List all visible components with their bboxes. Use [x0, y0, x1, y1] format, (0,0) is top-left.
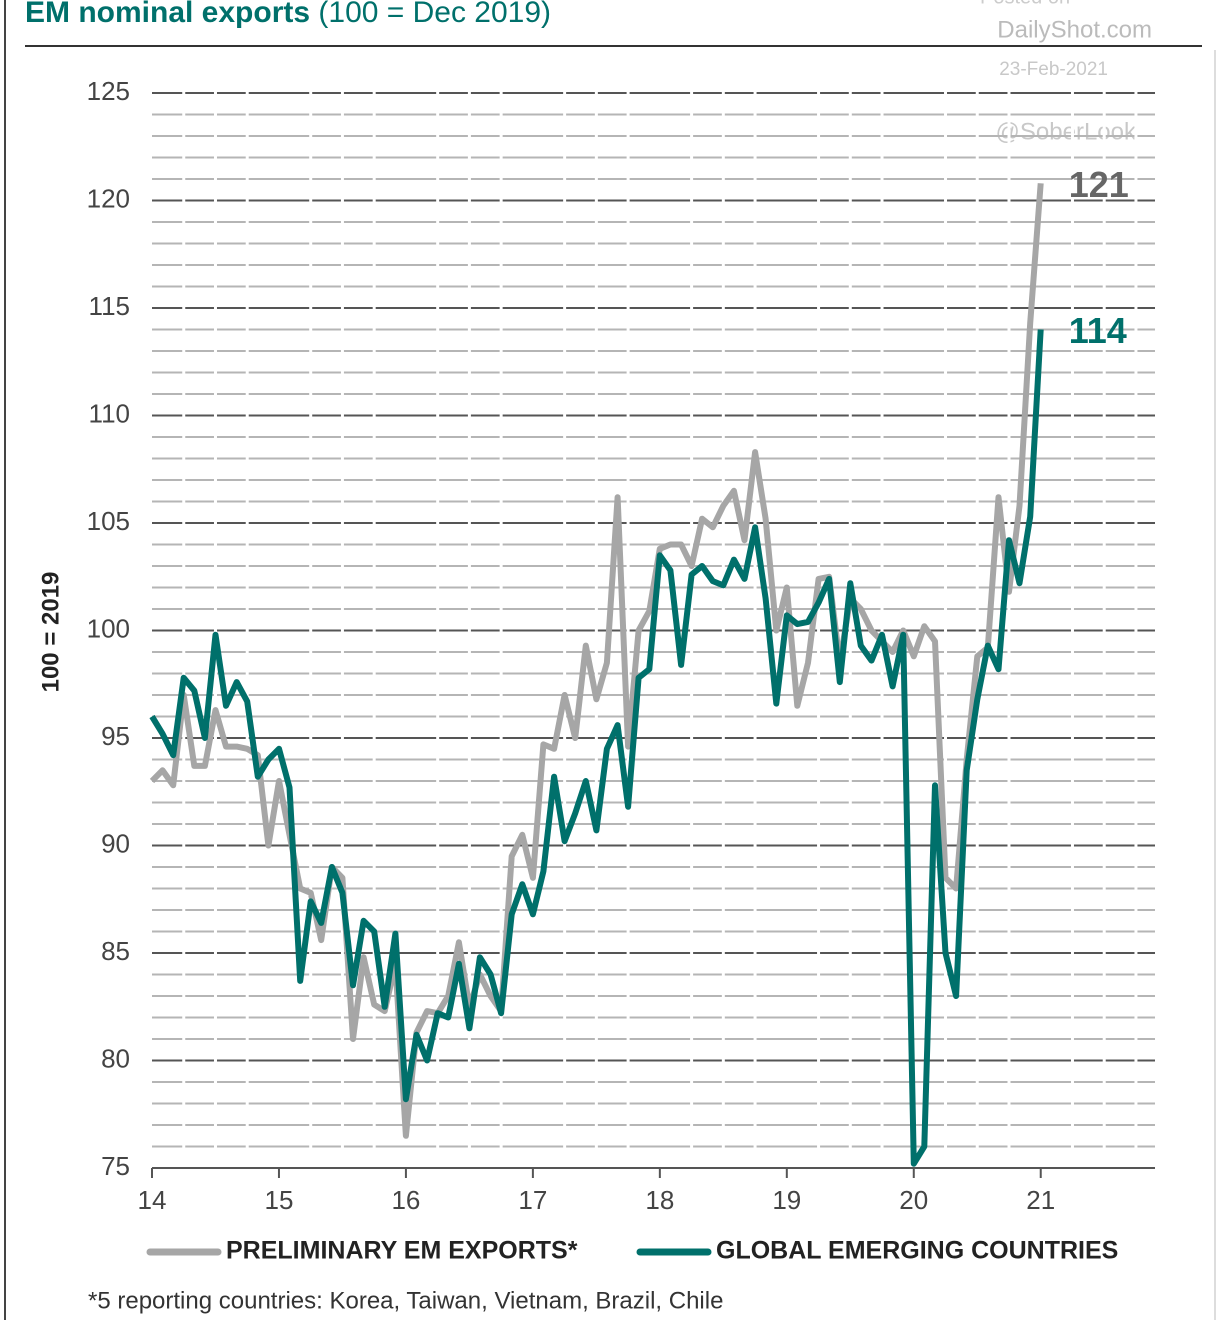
x-tick-label: 15: [265, 1185, 294, 1215]
legend-label: PRELIMINARY EM EXPORTS*: [226, 1237, 578, 1265]
x-tick-label: 16: [391, 1185, 420, 1215]
y-tick-label: 95: [101, 721, 130, 751]
y-tick-label: 105: [87, 506, 130, 536]
watermark: DailyShot.com: [997, 16, 1152, 43]
y-tick-label: 115: [89, 291, 130, 321]
x-tick-label: 19: [772, 1185, 801, 1215]
end-label: 114: [1069, 310, 1127, 351]
y-axis-label: 100 = 2019: [37, 572, 64, 693]
footnote: *5 reporting countries: Korea, Taiwan, V…: [88, 1287, 723, 1314]
y-tick-label: 80: [101, 1043, 130, 1073]
y-tick-label: 90: [101, 828, 130, 858]
series-line: [149, 329, 1044, 1167]
series-line: [149, 183, 1044, 1139]
subtitle: (100 = Dec 2019): [318, 0, 551, 29]
x-tick-label: 17: [518, 1185, 547, 1215]
x-tick-label: 18: [645, 1185, 674, 1215]
watermark: @SoberLook: [996, 118, 1137, 145]
x-tick-label: 20: [899, 1185, 928, 1215]
y-tick-label: 75: [101, 1151, 130, 1181]
end-label: 121: [1069, 164, 1129, 205]
x-tick-label: 14: [138, 1185, 167, 1215]
title: EM nominal exports: [25, 0, 310, 29]
watermark: 23-Feb-2021: [999, 59, 1108, 80]
y-tick-label: 120: [87, 183, 130, 213]
y-tick-label: 85: [101, 936, 130, 966]
legend-label: GLOBAL EMERGING COUNTRIES: [716, 1237, 1118, 1265]
y-tick-label: 100: [87, 613, 130, 643]
y-tick-label: 125: [87, 76, 130, 106]
watermark: Posted on: [980, 0, 1070, 8]
x-tick-label: 21: [1026, 1185, 1055, 1215]
y-tick-label: 110: [89, 398, 130, 428]
chart-title: EM nominal exports (100 = Dec 2019): [25, 0, 551, 29]
